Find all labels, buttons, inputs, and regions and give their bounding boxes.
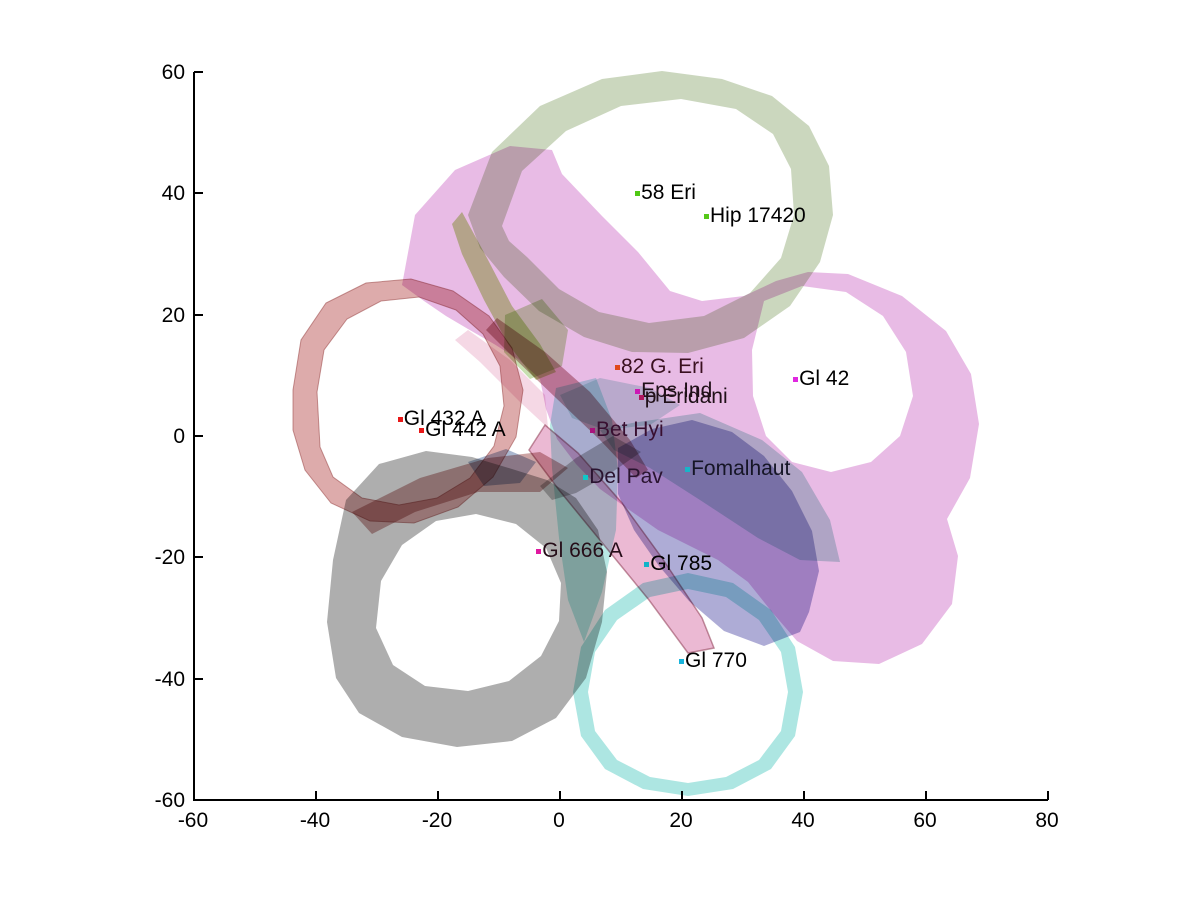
blob-blue-mass (618, 420, 819, 646)
star-marker (589, 427, 595, 433)
star-label: Bet Hyi (595, 417, 664, 441)
x-tick-label: 0 (553, 809, 565, 832)
star-label: Gl 785 (650, 552, 713, 575)
y-tick-mark (194, 313, 203, 316)
x-tick-label: 20 (669, 809, 693, 832)
x-tick-label: -60 (177, 809, 209, 832)
x-tick-mark (1046, 791, 1049, 800)
y-tick-mark (194, 435, 203, 437)
star-label: Gl 442 A (425, 417, 506, 441)
star-label: Del Pav (589, 465, 663, 489)
y-tick-mark (194, 799, 203, 801)
x-tick-mark (680, 791, 683, 800)
x-tick-label: -40 (299, 809, 331, 832)
star-label: Hip 17420 (710, 203, 806, 227)
x-tick-label: 40 (791, 809, 815, 832)
star-label: Gl 666 A (542, 539, 623, 563)
star-marker (638, 395, 644, 401)
y-tick-label: -20 (154, 546, 185, 570)
x-tick-label: 60 (913, 809, 937, 832)
y-tick-label: 20 (161, 303, 185, 327)
star-label: Fomalhaut (691, 457, 791, 481)
star-marker (635, 191, 641, 197)
star-label: Gl 432 A (403, 407, 485, 430)
y-tick-mark (194, 192, 203, 195)
blob-gray-ring (327, 451, 607, 747)
star-label: 58 Eri (641, 181, 696, 205)
star-marker (536, 549, 542, 555)
y-tick-label: 40 (161, 182, 185, 206)
y-tick-label: -60 (154, 789, 185, 812)
star-marker (644, 562, 650, 567)
star-marker (685, 467, 691, 473)
y-tick-label: 60 (161, 61, 185, 84)
y-tick-mark (194, 677, 203, 680)
star-label: Eps Ind (641, 379, 713, 403)
y-tick-label: 0 (173, 425, 185, 448)
blob-pink-ribbon (455, 330, 548, 428)
star-label: p Eridani (644, 385, 728, 409)
blob-magenta-mass (402, 146, 979, 664)
blob-red-ring (292, 278, 524, 524)
star-marker (704, 213, 709, 219)
x-tick-mark (924, 791, 927, 800)
star-label: 82 G. Eri (620, 354, 704, 378)
x-tick-label: 80 (1035, 809, 1059, 832)
star-marker (635, 389, 641, 395)
x-tick-mark (436, 791, 439, 800)
y-tick-mark (194, 556, 203, 559)
star-marker (419, 427, 425, 433)
blob-slate-patch (468, 449, 536, 486)
x-tick-mark (802, 791, 805, 800)
star-marker (397, 417, 403, 422)
x-tick-mark (192, 791, 195, 800)
y-tick-mark (194, 71, 203, 73)
x-tick-label: -20 (421, 809, 453, 832)
star-marker (583, 475, 589, 481)
blob-teal-patch (560, 378, 680, 430)
star-marker (679, 659, 684, 665)
x-axis-line (193, 799, 1048, 801)
star-label: Gl 770 (685, 649, 747, 673)
blob-cyan-band (550, 378, 618, 642)
star-marker (793, 376, 799, 382)
y-tick-label: -40 (154, 667, 185, 691)
x-tick-mark (558, 791, 561, 800)
star-marker (614, 364, 620, 370)
x-tick-mark (314, 791, 317, 800)
star-label: Gl 42 (799, 366, 850, 390)
